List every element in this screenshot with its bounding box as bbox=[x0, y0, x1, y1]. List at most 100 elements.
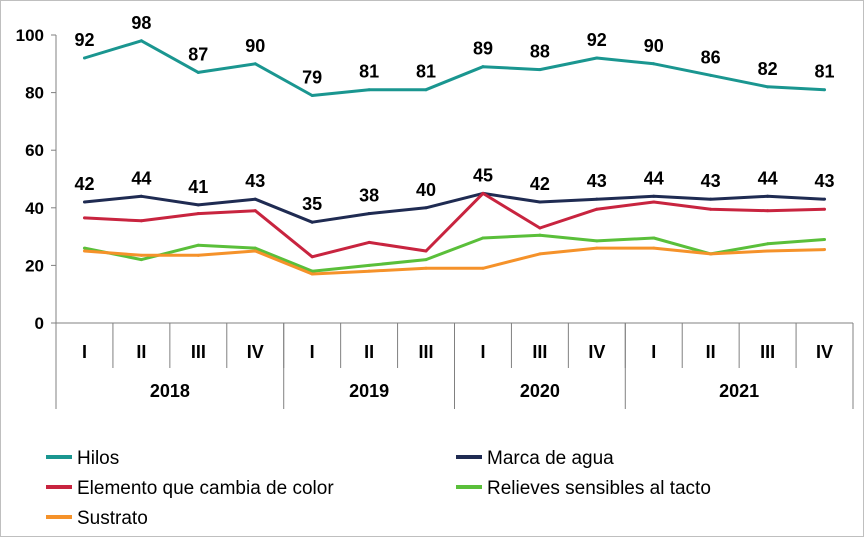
data-point bbox=[481, 236, 485, 240]
data-point bbox=[652, 200, 656, 204]
data-label: 87 bbox=[188, 44, 208, 64]
data-point bbox=[538, 252, 542, 256]
x-tick-label: III bbox=[419, 342, 434, 362]
data-label: 92 bbox=[74, 30, 94, 50]
y-tick-label: 60 bbox=[25, 141, 44, 160]
legend-label: Relieves sensibles al tacto bbox=[487, 478, 711, 499]
data-label: 44 bbox=[644, 168, 664, 188]
data-point bbox=[538, 200, 542, 204]
year-label: 2020 bbox=[520, 381, 560, 401]
x-tick-label: IV bbox=[588, 342, 605, 362]
x-tick-label: IV bbox=[247, 342, 264, 362]
data-point bbox=[481, 191, 485, 195]
series-layer bbox=[82, 39, 827, 276]
data-label: 82 bbox=[758, 59, 778, 79]
year-label: 2018 bbox=[150, 381, 190, 401]
data-point bbox=[196, 203, 200, 207]
data-label: 89 bbox=[473, 39, 493, 59]
x-tick-label: III bbox=[191, 342, 206, 362]
data-point bbox=[766, 194, 770, 198]
legend-label: Sustrato bbox=[77, 508, 148, 529]
data-point bbox=[253, 209, 257, 213]
data-point bbox=[196, 70, 200, 74]
data-point bbox=[595, 239, 599, 243]
legend-label: Elemento que cambia de color bbox=[77, 478, 334, 499]
data-point bbox=[766, 249, 770, 253]
data-point bbox=[82, 216, 86, 220]
x-tick-label: IV bbox=[816, 342, 833, 362]
data-label: 35 bbox=[302, 194, 322, 214]
series-line bbox=[84, 191, 825, 259]
data-label: 88 bbox=[530, 42, 550, 62]
legend-label: Marca de agua bbox=[487, 448, 614, 469]
data-label: 45 bbox=[473, 165, 493, 185]
data-point bbox=[709, 207, 713, 211]
data-point bbox=[367, 263, 371, 267]
data-point bbox=[310, 272, 314, 276]
y-tick-label: 100 bbox=[16, 26, 44, 45]
data-point bbox=[595, 246, 599, 250]
data-point bbox=[196, 243, 200, 247]
year-label: 2019 bbox=[349, 381, 389, 401]
data-point bbox=[766, 209, 770, 213]
data-point bbox=[823, 237, 827, 241]
data-point bbox=[424, 249, 428, 253]
data-point bbox=[652, 194, 656, 198]
data-label: 90 bbox=[245, 36, 265, 56]
data-point bbox=[652, 246, 656, 250]
x-tick-label: I bbox=[310, 342, 315, 362]
data-point bbox=[82, 246, 86, 250]
data-point bbox=[424, 206, 428, 210]
x-tick-label: II bbox=[136, 342, 146, 362]
data-point bbox=[310, 255, 314, 259]
data-label: 42 bbox=[74, 174, 94, 194]
x-tick-label: I bbox=[82, 342, 87, 362]
data-label: 44 bbox=[131, 168, 151, 188]
series-line bbox=[84, 233, 825, 273]
data-point bbox=[424, 88, 428, 92]
x-tick-label: III bbox=[760, 342, 775, 362]
data-point bbox=[82, 200, 86, 204]
data-label: 81 bbox=[359, 62, 379, 82]
data-point bbox=[538, 226, 542, 230]
x-tick-label: III bbox=[532, 342, 547, 362]
data-label: 43 bbox=[701, 171, 721, 191]
data-point bbox=[367, 240, 371, 244]
y-tick-label: 20 bbox=[25, 256, 44, 275]
data-point bbox=[481, 266, 485, 270]
data-point bbox=[139, 194, 143, 198]
data-label: 86 bbox=[701, 47, 721, 67]
data-point bbox=[481, 65, 485, 69]
series-line bbox=[84, 191, 825, 224]
x-tick-label: I bbox=[480, 342, 485, 362]
data-point bbox=[367, 212, 371, 216]
data-point bbox=[709, 197, 713, 201]
data-point bbox=[196, 253, 200, 257]
y-tick-label: 40 bbox=[25, 199, 44, 218]
data-point bbox=[709, 252, 713, 256]
data-label: 92 bbox=[587, 30, 607, 50]
data-point bbox=[139, 219, 143, 223]
data-label: 43 bbox=[815, 171, 835, 191]
data-label: 41 bbox=[188, 177, 208, 197]
data-point bbox=[196, 212, 200, 216]
data-point bbox=[139, 39, 143, 43]
data-point bbox=[253, 246, 257, 250]
data-point bbox=[538, 233, 542, 237]
data-point bbox=[652, 236, 656, 240]
data-point bbox=[595, 207, 599, 211]
series-line bbox=[84, 246, 825, 276]
data-point bbox=[595, 197, 599, 201]
data-point bbox=[367, 269, 371, 273]
data-label: 43 bbox=[245, 171, 265, 191]
data-point bbox=[253, 249, 257, 253]
x-tick-label: II bbox=[706, 342, 716, 362]
x-tick-label: II bbox=[364, 342, 374, 362]
data-point bbox=[709, 73, 713, 77]
series-line bbox=[84, 39, 825, 97]
data-point bbox=[253, 197, 257, 201]
data-label: 98 bbox=[131, 13, 151, 33]
data-point bbox=[652, 62, 656, 66]
data-point bbox=[82, 249, 86, 253]
